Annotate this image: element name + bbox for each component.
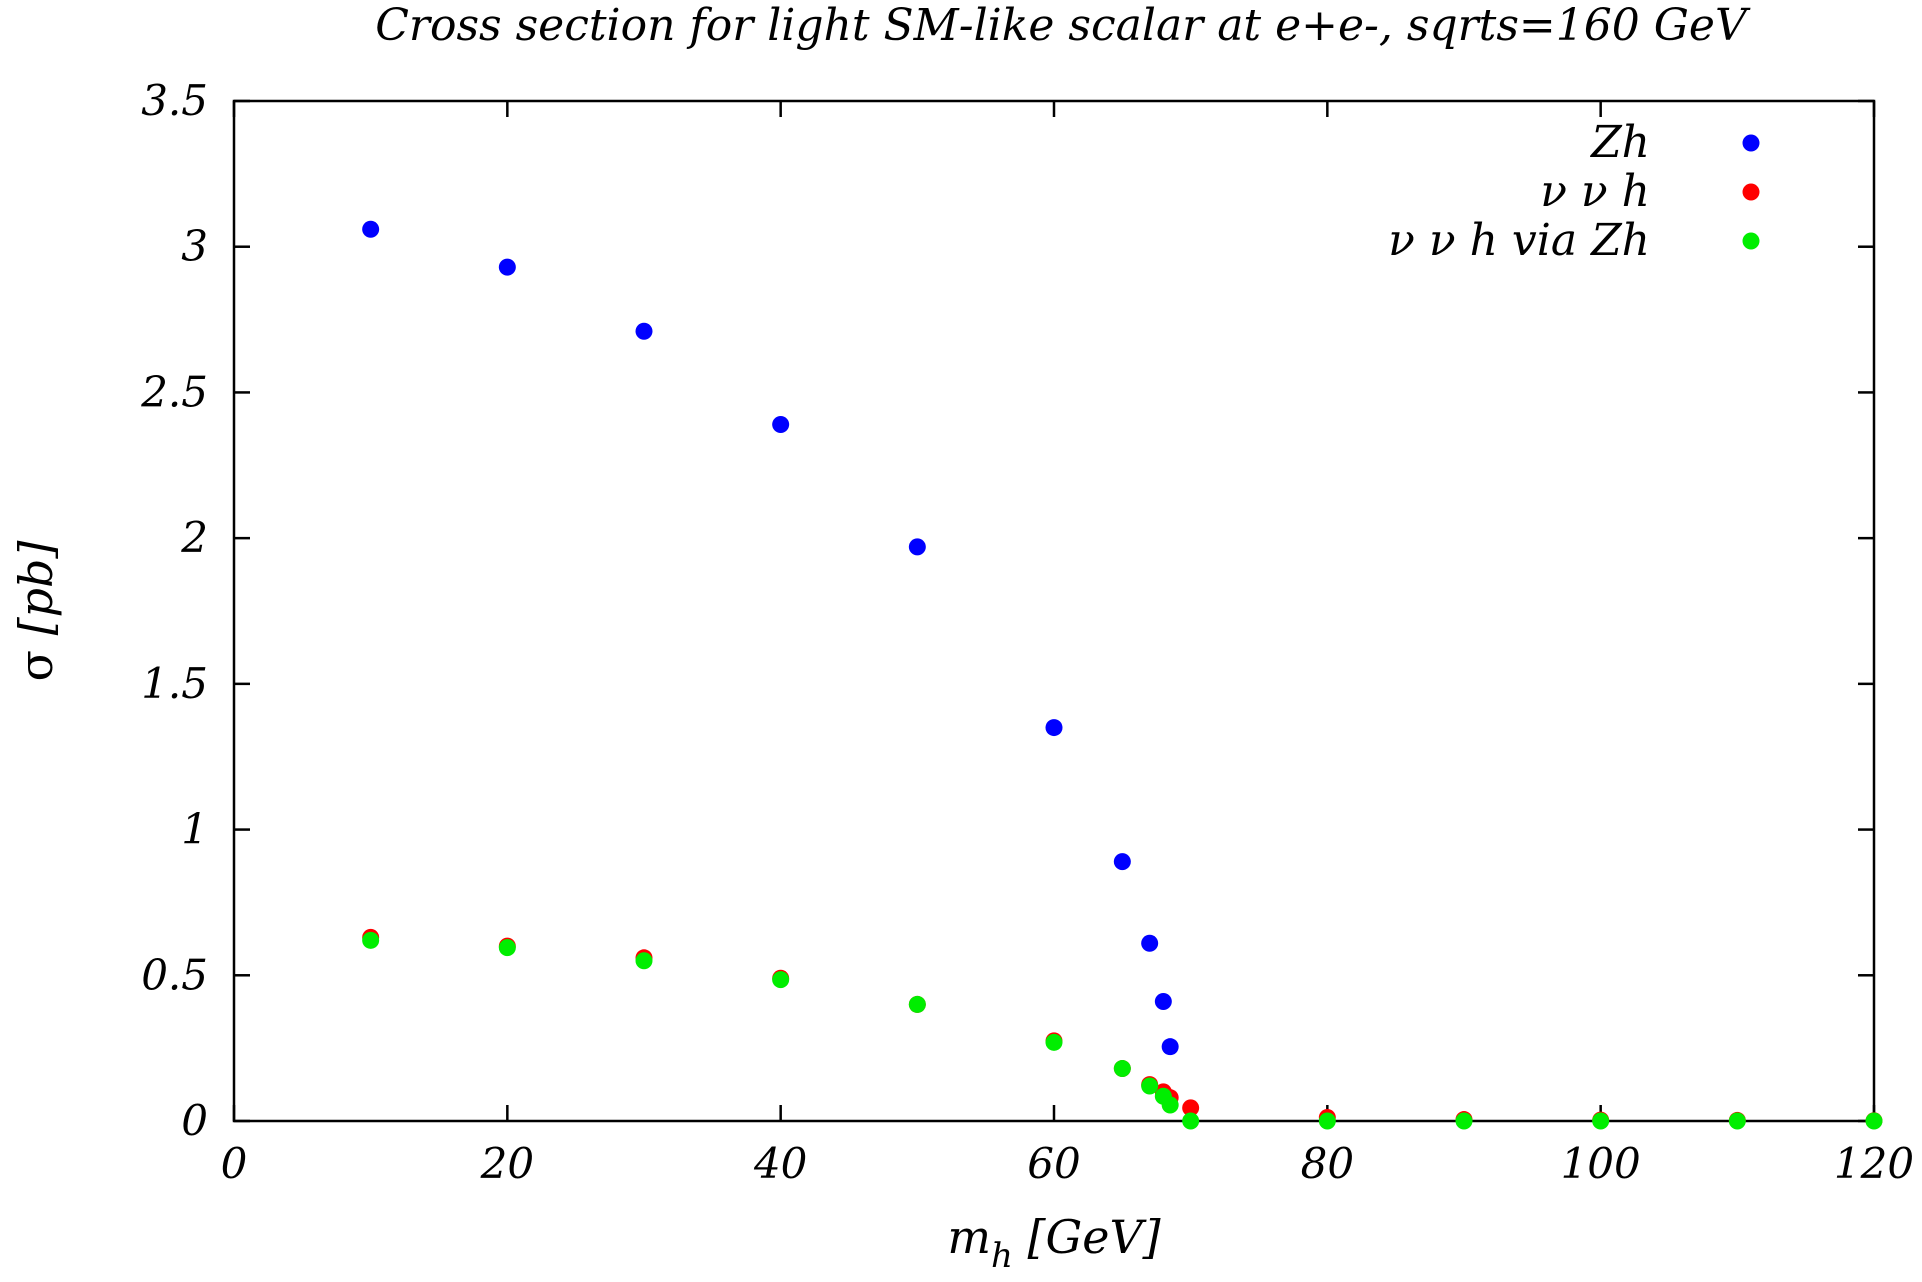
y-axis-label: σ [pb] (9, 541, 63, 682)
data-point (1592, 1112, 1610, 1130)
series-0 (362, 220, 1179, 1056)
data-point (1182, 1099, 1200, 1117)
data-point (1865, 1112, 1883, 1130)
data-point (1045, 719, 1063, 737)
data-point (1182, 1112, 1200, 1130)
chart-title: Cross section for light SM-like scalar a… (375, 0, 1751, 51)
x-tick-label: 100 (1561, 1139, 1641, 1188)
data-points (362, 220, 1883, 1130)
y-tick-label: 1.5 (141, 659, 208, 708)
x-axis-label-rest: [GeV] (1013, 1210, 1161, 1264)
data-point (635, 322, 653, 340)
x-tick-label: 60 (1027, 1139, 1080, 1188)
y-tick-label: 0 (181, 1096, 208, 1145)
y-tick-labels: 0 0.5 1 1.5 2 2.5 3 3.5 (140, 76, 208, 1145)
data-point (1154, 993, 1172, 1011)
data-point (1161, 1038, 1179, 1056)
data-point (362, 931, 380, 949)
x-tick-label: 120 (1834, 1139, 1914, 1188)
data-point (498, 939, 516, 957)
data-point (1045, 1033, 1063, 1051)
x-axis-label-main: m (947, 1210, 991, 1264)
y-axis-label-symbol: σ (9, 650, 63, 681)
y-tick-label: 1 (181, 805, 208, 854)
series-1 (362, 928, 1883, 1130)
data-point (362, 220, 380, 238)
data-point (1141, 1077, 1159, 1095)
data-point (908, 995, 926, 1013)
x-axis-label-sub: h (991, 1236, 1013, 1276)
x-tick-label: 0 (221, 1139, 248, 1188)
data-point (1318, 1112, 1336, 1130)
data-point (498, 258, 516, 276)
y-tick-label: 3 (181, 222, 208, 271)
data-point (772, 971, 790, 989)
x-axis-label: mh [GeV] (947, 1210, 1160, 1276)
x-tick-label: 80 (1301, 1139, 1354, 1188)
data-point (1113, 853, 1131, 871)
legend-label: ν ν h (1540, 166, 1650, 217)
data-point (1113, 1060, 1131, 1078)
legend-label: Zh (1589, 117, 1650, 168)
data-point (1455, 1112, 1473, 1130)
legend-marker (1742, 134, 1760, 152)
x-tick-label: 20 (480, 1139, 534, 1188)
legend-marker (1742, 183, 1760, 201)
data-point (1728, 1112, 1746, 1130)
data-point (772, 415, 790, 433)
y-axis-label-rest: [pb] (9, 541, 63, 650)
data-point (908, 538, 926, 556)
y-tick-label: 0.5 (141, 950, 208, 999)
y-tick-label: 2.5 (140, 367, 208, 416)
x-tick-labels: 0 20 40 60 80 100 120 (221, 1139, 1914, 1188)
x-tick-label: 40 (753, 1139, 807, 1188)
y-tick-label: 2 (180, 513, 208, 562)
y-tick-label: 3.5 (141, 76, 208, 125)
legend: Zhν ν hν ν h via Zh (1388, 117, 1760, 266)
legend-marker (1742, 232, 1760, 250)
legend-label: ν ν h via Zh (1388, 215, 1650, 266)
series-2 (362, 931, 1883, 1130)
data-point (1141, 934, 1159, 952)
data-point (1161, 1096, 1179, 1114)
data-point (635, 952, 653, 970)
